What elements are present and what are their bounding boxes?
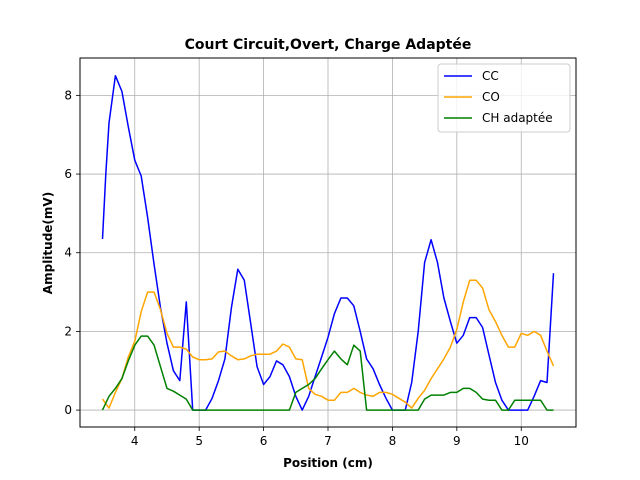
chart-title: Court Circuit,Overt, Charge Adaptée [185,37,472,53]
y-tick-label: 6 [64,167,72,181]
y-tick-label: 2 [64,324,72,338]
ticks: 4 5 6 7 8 9 10 0 2 4 6 8 [64,88,529,448]
legend-label-0: CC [482,69,499,83]
x-tick-label: 5 [195,434,203,448]
legend-box [437,63,571,133]
grid [80,58,576,427]
legend-label-1: CO [482,90,500,104]
series-line-0 [101,74,555,411]
series-line-1 [101,279,555,409]
x-tick-label: 8 [389,434,397,448]
series-line-2 [101,335,554,411]
x-tick-label: 9 [453,434,461,448]
x-tick-label: 10 [514,434,529,448]
y-tick-label: 4 [64,246,72,260]
x-tick-label: 6 [260,434,268,448]
y-tick-label: 0 [64,403,72,417]
x-tick-label: 4 [131,434,139,448]
legend-label-2: CH adaptée [482,111,553,125]
x-tick-label: 7 [324,434,332,448]
series-group [101,74,555,411]
x-axis-label: Position (cm) [283,456,373,470]
legend: CC CO CH adaptée [437,63,571,133]
y-axis-label: Amplitude(mV) [41,192,55,294]
y-tick-label: 8 [64,88,72,102]
